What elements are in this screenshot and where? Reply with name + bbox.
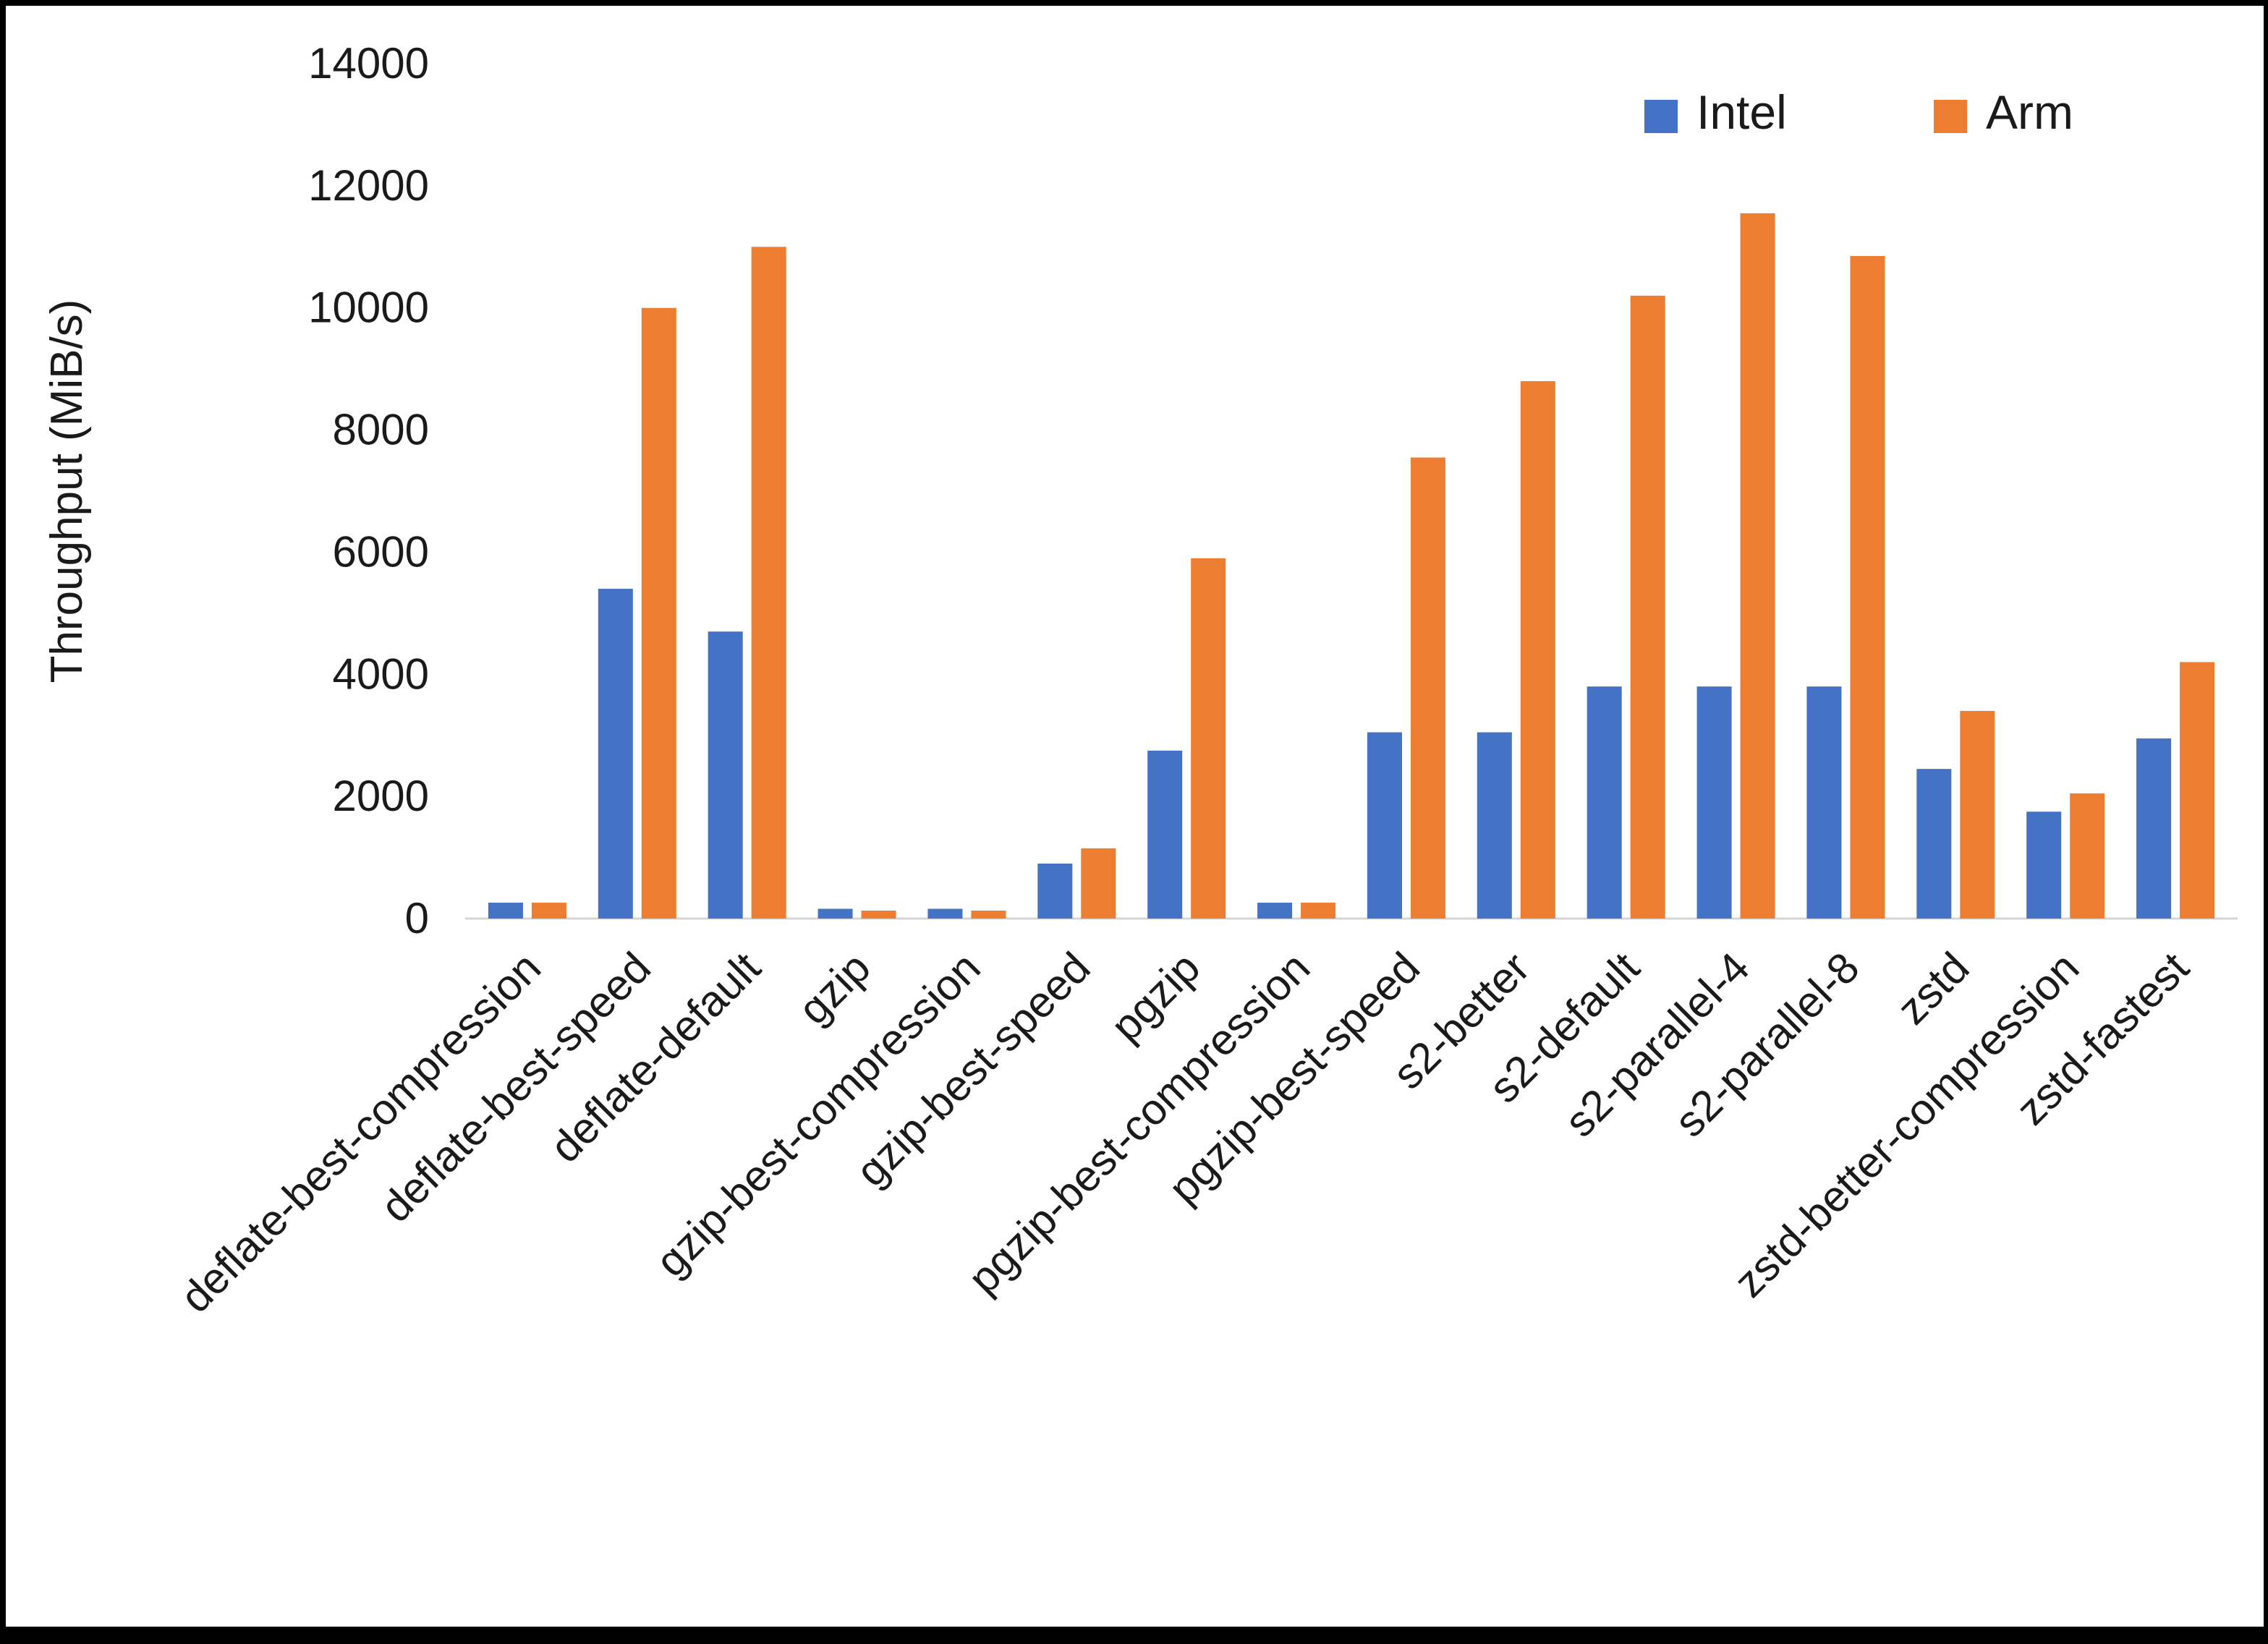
bar-intel-s2-default	[1587, 686, 1622, 919]
bar-arm-pgzip-best-speed	[1410, 457, 1445, 919]
bar-arm-deflate-best-speed	[641, 307, 676, 919]
bar-intel-pgzip-best-compression	[1257, 903, 1293, 919]
bar-intel-s2-parallel-8	[1806, 686, 1842, 919]
y-tick-label: 0	[405, 894, 429, 942]
bar-arm-gzip-best-speed	[1081, 848, 1116, 919]
chart-canvas: 0 2000 4000 6000 8000 10000 12000 14000 Throughp…	[42, 39, 2238, 1322]
bar-intel-pgzip	[1147, 750, 1183, 919]
bar-intel-pgzip-best-speed	[1367, 732, 1402, 919]
bar-arm-zstd	[1960, 710, 1995, 919]
bar-intel-deflate-best-speed	[598, 589, 633, 919]
bar-arm-s2-parallel-8	[1850, 255, 1885, 919]
bar-intel-s2-better	[1477, 732, 1512, 919]
bar-intel-s2-parallel-4	[1696, 686, 1732, 919]
bar-arm-deflate-default	[751, 247, 786, 919]
bar-arm-pgzip-best-compression	[1301, 903, 1336, 919]
bar-arm-s2-default	[1630, 295, 1665, 919]
y-tick-label: 4000	[333, 649, 429, 698]
y-tick-label: 2000	[333, 772, 429, 820]
legend-swatch-intel	[1644, 100, 1678, 133]
bar-intel-zstd	[1916, 769, 1952, 919]
bar-intel-gzip-best-speed	[1037, 864, 1073, 919]
y-tick-label: 10000	[308, 284, 429, 332]
y-tick-label: 6000	[333, 527, 429, 576]
bar-arm-zstd-fastest	[2180, 662, 2215, 919]
bar-intel-deflate-default	[708, 631, 743, 919]
bar-arm-s2-parallel-4	[1740, 213, 1775, 919]
bar-intel-gzip-best-compression	[927, 908, 963, 919]
bar-intel-zstd-fastest	[2136, 738, 2172, 919]
bar-arm-pgzip	[1191, 558, 1226, 919]
y-axis-title: Throughput (MiB/s)	[42, 299, 92, 683]
x-category-label: gzip	[789, 943, 880, 1034]
y-tick-label: 8000	[333, 406, 429, 454]
y-tick-label: 12000	[308, 161, 429, 210]
legend-label-intel: Intel	[1696, 85, 1787, 139]
bar-chart: 0 2000 4000 6000 8000 10000 12000 14000 Throughp…	[6, 6, 2264, 1627]
x-category-label: zstd	[1887, 943, 1978, 1034]
legend-swatch-arm	[1934, 100, 1967, 133]
bar-arm-deflate-best-compression	[531, 903, 566, 919]
bar-intel-zstd-better-compression	[2026, 812, 2062, 919]
bar-arm-gzip-best-compression	[971, 911, 1006, 919]
bar-arm-zstd-better-compression	[2070, 793, 2105, 919]
bar-intel-deflate-best-compression	[488, 903, 523, 919]
bar-intel-gzip	[817, 908, 853, 919]
bar-arm-s2-better	[1520, 381, 1555, 919]
bar-arm-gzip	[861, 911, 896, 919]
legend-label-arm: Arm	[1986, 85, 2073, 139]
y-tick-label: 14000	[308, 39, 429, 88]
